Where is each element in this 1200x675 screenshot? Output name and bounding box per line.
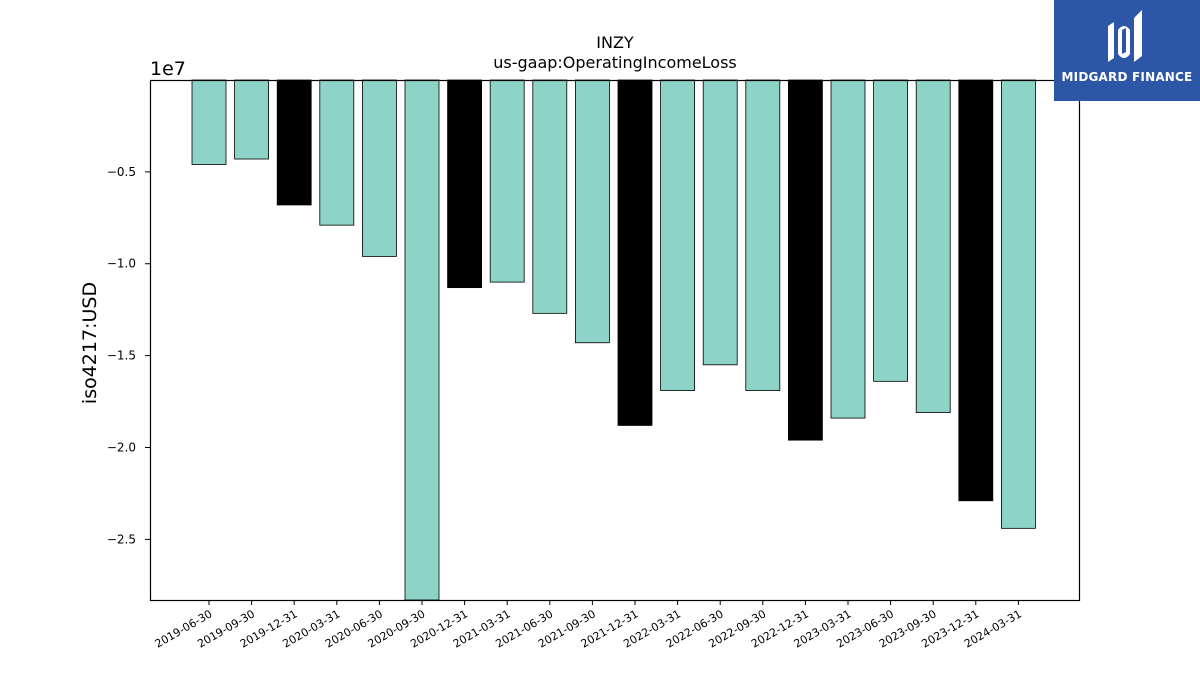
- bar-2022-09-30: [745, 79, 781, 391]
- bar-2019-09-30: [234, 79, 270, 160]
- bar-2023-12-31: [958, 79, 994, 502]
- bar-2020-03-31: [319, 79, 355, 226]
- bar-2023-09-30: [915, 79, 951, 413]
- bar-2022-12-31: [788, 79, 823, 441]
- bars-group: [191, 79, 1036, 601]
- chart-subtitle: us-gaap:OperatingIncomeLoss: [493, 53, 737, 72]
- bar-2021-03-31: [489, 79, 525, 283]
- logo-text: MIDGARD FINANCE: [1061, 70, 1193, 84]
- logo: MIDGARD FINANCE: [1054, 0, 1200, 101]
- bar-2020-09-30: [404, 79, 440, 601]
- logo-mark-icon: [1108, 10, 1142, 62]
- plot-frame: [149, 79, 1081, 602]
- y-tick-label: −2.0: [107, 440, 136, 454]
- y-tick-label: −1.5: [107, 349, 136, 363]
- bar-2021-06-30: [532, 79, 568, 314]
- bar-2020-12-31: [447, 79, 483, 289]
- bar-2019-06-30: [191, 79, 227, 165]
- x-ticks-group: 2019-06-302019-09-302019-12-312020-03-31…: [153, 600, 1024, 651]
- y-axis-label: iso4217:USD: [79, 282, 101, 404]
- y-ticks-group: −0.5 −1.0 −1.5 −2.0 −2.5: [107, 165, 150, 546]
- bar-2022-06-30: [702, 79, 738, 366]
- bar-2019-12-31: [276, 79, 312, 206]
- bar-2021-09-30: [575, 79, 610, 344]
- bar-2022-03-31: [660, 79, 695, 391]
- y-offset-text: 1e7: [150, 58, 186, 80]
- y-tick-label: −2.5: [107, 532, 136, 546]
- y-tick-label: −1.0: [107, 257, 136, 271]
- chart-title: INZY: [596, 33, 634, 52]
- bar-2021-12-31: [617, 79, 653, 426]
- bar-2024-03-31: [1001, 79, 1036, 529]
- bar-2023-06-30: [873, 79, 908, 382]
- bar-2020-06-30: [361, 79, 397, 257]
- bar-2023-03-31: [830, 79, 866, 419]
- y-tick-label: −0.5: [107, 165, 136, 179]
